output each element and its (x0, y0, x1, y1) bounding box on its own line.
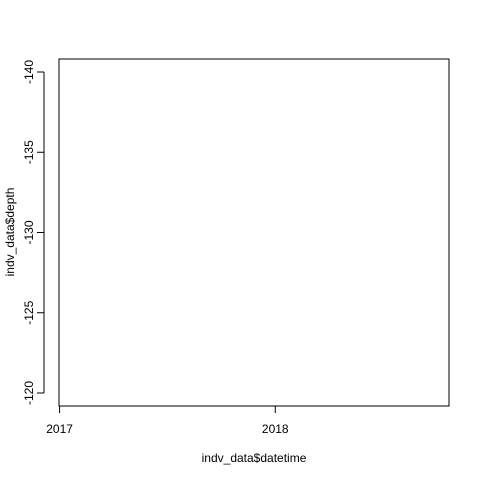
y-tick-label: -120 (22, 381, 36, 405)
y-axis: -140 -135 -130 -125 -120 (22, 60, 45, 405)
y-tick-label: -140 (22, 60, 36, 84)
y-tick-label: -125 (22, 300, 36, 324)
y-axis-label: indv_data$depth (3, 188, 17, 277)
x-tick-label: 2017 (46, 422, 73, 436)
x-tick-label: 2018 (262, 422, 289, 436)
plot-frame (58, 58, 450, 407)
y-tick-label: -135 (22, 140, 36, 164)
x-axis-label: indv_data$datetime (202, 451, 307, 465)
y-tick-label: -130 (22, 220, 36, 244)
x-axis: 2017 2018 (46, 405, 289, 436)
